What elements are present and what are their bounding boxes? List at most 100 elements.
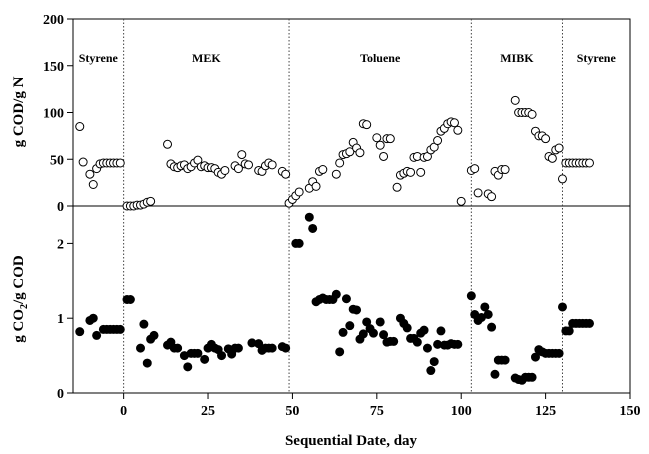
bottom-point-95 xyxy=(487,322,497,332)
top-point-58 xyxy=(318,165,328,175)
top-point-125 xyxy=(584,158,594,168)
top-point-0 xyxy=(75,122,85,132)
bottom-point-106 xyxy=(530,352,540,362)
top-point-116 xyxy=(554,143,564,153)
top-point-96 xyxy=(473,188,483,198)
phase-label-2: Toluene xyxy=(360,51,401,65)
x-tick-label-2: 50 xyxy=(285,404,299,419)
bottom-point-116 xyxy=(564,326,574,336)
bottom-point-47 xyxy=(308,223,318,233)
bottom-point-9 xyxy=(115,324,125,334)
bottom-point-45 xyxy=(294,238,304,248)
top-y-tick-label-3: 150 xyxy=(43,60,64,75)
bottom-point-78 xyxy=(419,325,429,335)
bottom-point-58 xyxy=(345,321,355,331)
bottom-point-43 xyxy=(281,343,291,353)
x-axis-title: Sequential Date, day xyxy=(285,433,418,449)
top-point-49 xyxy=(281,169,291,179)
top-point-1 xyxy=(78,157,88,167)
top-point-19 xyxy=(146,196,156,206)
top-point-91 xyxy=(449,118,459,128)
x-tick-label-1: 25 xyxy=(201,404,215,419)
x-tick-label-3: 75 xyxy=(370,404,384,419)
top-point-40 xyxy=(237,150,247,160)
bottom-point-88 xyxy=(453,339,463,349)
x-tick-label-4: 100 xyxy=(451,404,472,419)
bottom-point-25 xyxy=(193,348,203,358)
top-point-86 xyxy=(433,136,443,146)
top-point-73 xyxy=(385,134,395,144)
top-plot-frame xyxy=(72,18,631,207)
phase-labels: Styrene MEK Toluene MIBK Styrene xyxy=(79,51,617,65)
top-point-47 xyxy=(267,160,277,170)
bottom-point-14 xyxy=(142,358,152,368)
bottom-point-54 xyxy=(331,289,341,299)
bottom-y-tick-label-0: 0 xyxy=(57,387,64,402)
top-point-114 xyxy=(547,153,557,163)
top-point-60 xyxy=(335,158,345,168)
bottom-point-89 xyxy=(466,291,476,301)
top-point-71 xyxy=(379,151,389,161)
bottom-y-axis-title-subscript: 2 xyxy=(19,304,30,309)
top-point-74 xyxy=(392,182,402,192)
top-y-tick-label-2: 100 xyxy=(43,107,64,122)
bottom-point-46 xyxy=(304,212,314,222)
bottom-point-55 xyxy=(335,347,345,357)
bottom-point-99 xyxy=(500,355,510,365)
x-tick-label-5: 125 xyxy=(535,404,556,419)
bottom-point-11 xyxy=(125,295,135,304)
bottom-point-12 xyxy=(136,343,146,353)
bottom-point-96 xyxy=(490,369,500,379)
bottom-point-66 xyxy=(375,317,385,327)
bottom-point-62 xyxy=(358,329,368,339)
bottom-point-57 xyxy=(341,294,351,304)
top-point-20 xyxy=(163,139,173,149)
top-point-69 xyxy=(372,133,382,143)
bottom-point-73 xyxy=(402,323,412,333)
top-point-112 xyxy=(541,134,551,144)
top-point-78 xyxy=(406,167,416,177)
top-point-53 xyxy=(294,187,304,197)
bottom-point-16 xyxy=(149,330,159,340)
bottom-point-26 xyxy=(200,354,210,364)
bottom-point-122 xyxy=(584,318,594,328)
bottom-point-113 xyxy=(554,348,564,358)
bottom-point-94 xyxy=(483,309,493,319)
bottom-point-70 xyxy=(389,336,399,346)
top-point-59 xyxy=(331,169,341,179)
bottom-point-80 xyxy=(426,366,436,376)
bottom-point-76 xyxy=(412,337,422,347)
phase-label-1: MEK xyxy=(192,51,221,65)
bottom-y-axis-title-part-1: g CO xyxy=(11,309,27,343)
bottom-point-56 xyxy=(338,327,348,337)
phase-label-3: MIBK xyxy=(500,51,534,65)
top-point-39 xyxy=(233,164,243,174)
top-y-tick-label-4: 200 xyxy=(43,13,64,28)
bottom-point-13 xyxy=(139,319,149,329)
bottom-point-67 xyxy=(379,330,389,340)
top-point-102 xyxy=(500,165,510,175)
bottom-point-3 xyxy=(92,330,102,340)
top-point-42 xyxy=(244,160,254,170)
bottom-point-2 xyxy=(88,313,98,323)
axis-ticks xyxy=(67,18,631,399)
top-point-117 xyxy=(557,174,567,184)
top-point-70 xyxy=(375,140,385,150)
x-tick-label-0: 0 xyxy=(120,404,127,419)
bottom-point-20 xyxy=(173,343,183,353)
phase-label-4: Styrene xyxy=(577,51,617,65)
top-point-3 xyxy=(88,179,98,189)
top-point-92 xyxy=(453,125,463,135)
top-point-37 xyxy=(220,165,230,175)
top-series-points xyxy=(75,95,594,211)
bottom-point-22 xyxy=(183,362,193,372)
bottom-point-105 xyxy=(527,372,537,382)
top-y-tick-label-0: 0 xyxy=(57,200,64,215)
bottom-point-93 xyxy=(480,302,490,312)
top-point-95 xyxy=(470,164,480,174)
bottom-point-41 xyxy=(267,343,277,353)
bottom-y-axis-title-part-2: /g COD xyxy=(11,255,27,305)
bottom-point-114 xyxy=(557,302,567,312)
axis-tick-labels: 0 25 50 75 100 125 150 0 50 100 150 200 0 1 2 xyxy=(43,13,641,419)
